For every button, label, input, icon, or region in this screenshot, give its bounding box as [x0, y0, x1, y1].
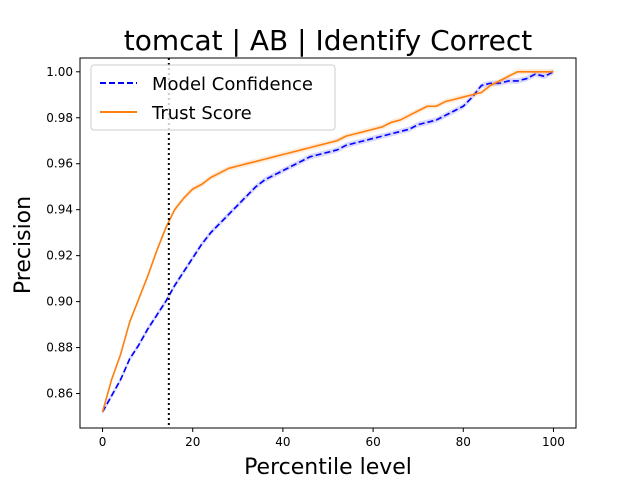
y-tick-label: 0.94 — [46, 203, 73, 217]
y-tick-label: 0.86 — [46, 387, 73, 401]
legend-label-trust-score: Trust Score — [151, 103, 252, 124]
y-tick-label: 0.98 — [46, 111, 73, 125]
legend: Model Confidence Trust Score — [90, 64, 336, 131]
x-tick-label: 40 — [275, 435, 290, 449]
y-tick-label: 0.96 — [46, 157, 73, 171]
x-tick-label: 100 — [542, 435, 565, 449]
x-tick-label: 80 — [456, 435, 471, 449]
x-tick-label: 60 — [365, 435, 380, 449]
y-tick-label: 0.90 — [46, 295, 73, 309]
chart-title: tomcat | AB | Identify Correct — [124, 24, 533, 57]
x-tick-label: 0 — [99, 435, 107, 449]
series-line-0 — [101, 71, 554, 413]
legend-label-model-confidence: Model Confidence — [152, 74, 313, 95]
plot-frame — [79, 57, 577, 429]
y-tick-label: 0.88 — [46, 341, 73, 355]
series-layer — [101, 69, 554, 415]
series-line-1 — [101, 70, 554, 413]
y-tick-label: 0.92 — [46, 249, 73, 263]
y-tick-label: 1.00 — [46, 65, 73, 79]
y-axis-label: Precision — [11, 196, 36, 294]
legend-box — [90, 64, 336, 131]
x-axis-label: Percentile level — [244, 455, 412, 480]
x-axis: 0 20 40 60 80 100 — [99, 428, 565, 449]
y-axis: 0.86 0.88 0.90 0.92 0.94 0.96 0.98 1.00 — [46, 65, 80, 401]
x-tick-label: 20 — [185, 435, 200, 449]
